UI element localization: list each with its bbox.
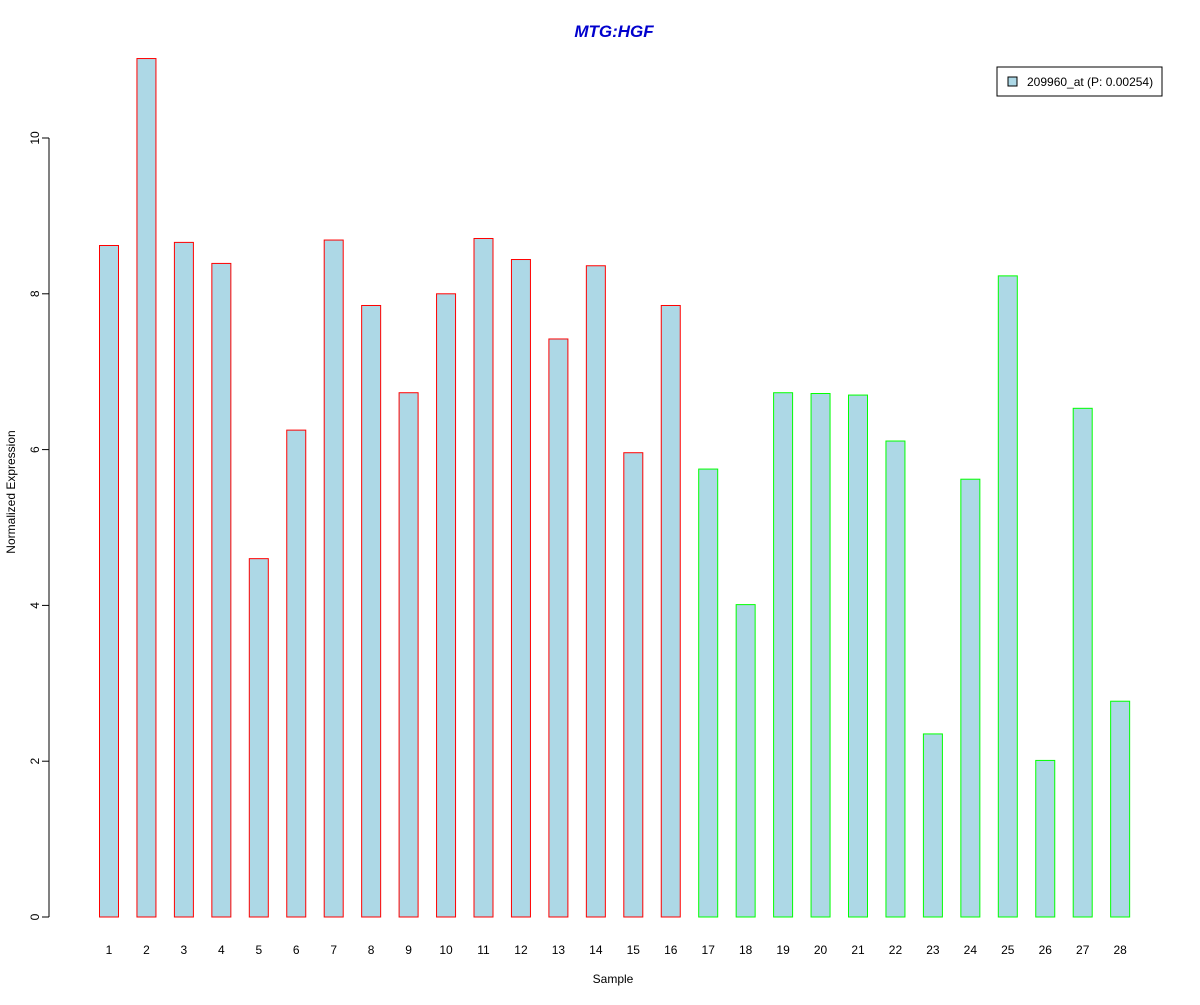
bar-sample-16 [660,304,681,918]
x-tick-label: 12 [514,943,528,957]
bar-sample-21 [848,394,868,918]
y-tick-label: 10 [28,131,42,145]
bar-sample-5 [248,558,269,918]
bar-sample-6 [286,429,307,918]
bars-group [99,58,1131,918]
bar-sample-26 [1035,759,1056,918]
x-tick-label: 17 [702,943,716,957]
bar-sample-25 [997,275,1018,918]
y-axis-label: Normalized Expression [4,430,18,553]
x-tick-label: 15 [627,943,641,957]
bar-sample-2 [136,58,157,918]
chart-title: MTG:HGF [574,22,654,41]
x-tick-label: 16 [664,943,678,957]
bar-sample-20 [810,393,831,918]
x-tick-label: 21 [851,943,865,957]
bar-sample-23 [922,733,943,918]
bar-sample-11 [473,237,494,918]
bar-sample-4 [211,262,232,918]
x-tick-label: 24 [964,943,978,957]
x-tick-label: 8 [368,943,375,957]
x-tick-label: 10 [439,943,453,957]
legend-label: 209960_at (P: 0.00254) [1027,75,1153,89]
bar-sample-19 [773,392,794,918]
x-tick-label: 5 [255,943,262,957]
x-tick-label: 20 [814,943,828,957]
bar-sample-8 [361,304,382,918]
x-tick-label: 13 [552,943,566,957]
x-tick-label: 23 [926,943,940,957]
y-tick-label: 6 [28,446,42,453]
bar-sample-28 [1110,700,1131,918]
bar-sample-18 [735,604,756,918]
x-tick-label: 27 [1076,943,1090,957]
bar-sample-12 [510,259,531,918]
bar-sample-22 [885,440,906,918]
legend: 209960_at (P: 0.00254) [996,66,1163,97]
legend-box [996,66,1163,97]
x-tick-label: 28 [1113,943,1127,957]
y-tick-label: 2 [28,758,42,765]
x-tick-label: 2 [143,943,150,957]
x-tick-label: 19 [776,943,790,957]
bar-sample-9 [398,392,419,918]
bar-sample-27 [1072,407,1093,918]
x-tick-labels: 1 2 3 4 5 6 7 8 9 10 11 12 13 14 15 16 17 18 19 20 21 22 23 24 2… [106,943,1127,957]
bar-sample-7 [323,239,344,918]
x-tick-label: 7 [330,943,337,957]
x-tick-label: 4 [218,943,225,957]
bar-sample-17 [698,468,719,918]
bar-sample-10 [436,293,457,918]
x-tick-label: 3 [181,943,188,957]
y-axis: 0 2 4 6 8 10 [28,131,50,920]
x-tick-label: 22 [889,943,903,957]
x-tick-label: 11 [477,943,490,957]
x-tick-label: 6 [293,943,300,957]
bar-sample-24 [960,478,981,918]
x-tick-label: 26 [1039,943,1053,957]
bar-sample-13 [548,338,569,918]
y-tick-label: 0 [28,913,42,920]
x-axis-label: Sample [593,972,634,986]
x-tick-label: 9 [405,943,412,957]
bar-sample-3 [173,241,194,918]
x-tick-label: 25 [1001,943,1015,957]
bar-sample-1 [99,245,119,918]
legend-swatch [1007,76,1018,87]
bar-sample-14 [585,265,606,918]
y-tick-label: 4 [28,602,42,609]
x-tick-label: 18 [739,943,753,957]
bar-sample-15 [623,452,644,918]
y-tick-label: 8 [28,290,42,297]
x-tick-label: 14 [589,943,603,957]
x-tick-label: 1 [106,943,113,957]
